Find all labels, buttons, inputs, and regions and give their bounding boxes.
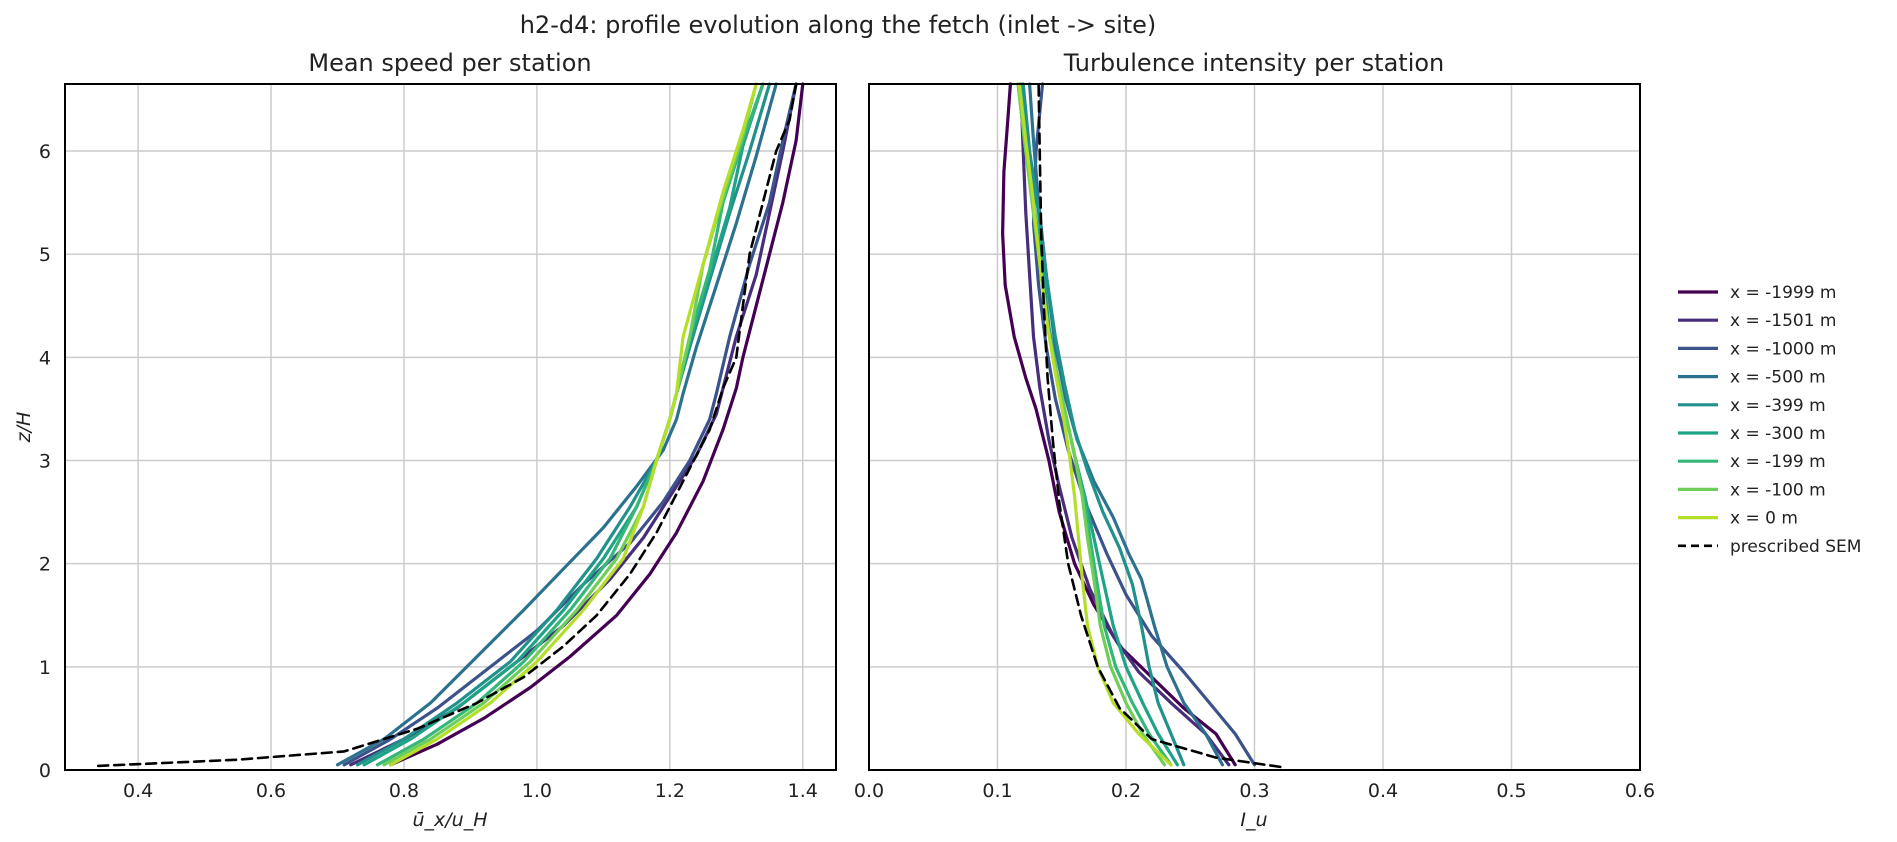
- legend-entry-x-0-m: x = 0 m: [1678, 509, 1798, 529]
- legend-entry-x-300-m: x = -300 m: [1678, 424, 1826, 444]
- legend-entry-x-1000-m: x = -1000 m: [1678, 339, 1836, 359]
- mean-speed-line-x-1999-m: [389, 82, 805, 767]
- mean-speed-ytick-label: 5: [39, 244, 51, 266]
- turbulence-xtick-label: 0.5: [1496, 780, 1526, 802]
- legend-label: x = -100 m: [1730, 480, 1826, 500]
- mean-speed-ylabel: z/H: [13, 412, 35, 444]
- mean-speed-ytick-label: 1: [39, 657, 51, 679]
- mean-speed-ytick-label: 2: [39, 554, 51, 576]
- mean-speed-title: Mean speed per station: [308, 49, 591, 77]
- legend-entry-x-100-m: x = -100 m: [1678, 480, 1826, 500]
- turbulence-panel: Turbulence intensity per station 0.0 0.1 0…: [854, 49, 1655, 831]
- turbulence-line-x-0-m: [1017, 82, 1173, 767]
- turbulence-line-prescribed-sem: [1037, 82, 1282, 769]
- legend-entry-x-399-m: x = -399 m: [1678, 396, 1826, 416]
- mean-speed-line-x-500-m: [335, 82, 778, 767]
- mean-speed-xtick-label: 0.8: [389, 780, 419, 802]
- mean-speed-line-x-0-m: [389, 82, 758, 767]
- legend-label: x = -300 m: [1730, 424, 1826, 444]
- mean-speed-ytick-label: 6: [39, 141, 51, 163]
- turbulence-xtick-label: 0.3: [1239, 780, 1269, 802]
- mean-speed-line-x-1000-m: [342, 82, 798, 767]
- legend-label: x = -500 m: [1730, 368, 1826, 388]
- mean-speed-line-prescribed-sem: [96, 82, 798, 768]
- turbulence-series: [1000, 82, 1282, 769]
- legend: x = -1999 m x = -1501 m x = -1000 m x = -50…: [1678, 283, 1861, 557]
- legend-label: x = -1000 m: [1730, 339, 1836, 359]
- turbulence-xtick-label: 0.1: [982, 780, 1012, 802]
- mean-speed-xtick-label: 1.0: [522, 780, 552, 802]
- turbulence-line-x-1999-m: [1000, 82, 1237, 767]
- turbulence-axes-frame: [868, 83, 1641, 771]
- mean-speed-xtick-label: 0.4: [123, 780, 153, 802]
- mean-speed-xtick-label: 0.6: [256, 780, 286, 802]
- mean-speed-ytick-label: 3: [39, 451, 51, 473]
- mean-speed-xlabel: ū_x/u_H: [412, 809, 487, 831]
- legend-entry-x-199-m: x = -199 m: [1678, 452, 1826, 472]
- turbulence-xtick-label: 0.6: [1625, 780, 1655, 802]
- turbulence-xtick-label: 0.4: [1368, 780, 1398, 802]
- legend-label: x = 0 m: [1730, 509, 1798, 529]
- legend-label: x = -199 m: [1730, 452, 1826, 472]
- turbulence-xtick-label: 0.0: [854, 780, 884, 802]
- legend-entry-x-1501-m: x = -1501 m: [1678, 311, 1836, 331]
- mean-speed-ticks: 0.4 0.6 0.8 1.0 1.2 1.4 0 1 2 3 4 5 6: [39, 141, 818, 802]
- legend-label: prescribed SEM: [1730, 537, 1861, 557]
- mean-speed-grid: [65, 84, 836, 771]
- legend-label: x = -399 m: [1730, 396, 1826, 416]
- mean-speed-ytick-label: 4: [39, 347, 51, 369]
- legend-entry-prescribed-sem: prescribed SEM: [1678, 537, 1861, 557]
- mean-speed-xtick-label: 1.2: [655, 780, 685, 802]
- mean-speed-panel: Mean speed per station 0.4 0.6 0.8 1.0 1.2 1.…: [13, 49, 837, 831]
- mean-speed-ytick-label: 0: [39, 760, 51, 782]
- turbulence-ticks: 0.0 0.1 0.2 0.3 0.4 0.5 0.6: [854, 780, 1655, 802]
- figure-suptitle: h2-d4: profile evolution along the fetch…: [520, 11, 1157, 39]
- legend-label: x = -1501 m: [1730, 311, 1836, 331]
- legend-entry-x-1999-m: x = -1999 m: [1678, 283, 1836, 303]
- mean-speed-axes-frame: [64, 83, 837, 771]
- legend-label: x = -1999 m: [1730, 283, 1836, 303]
- turbulence-line-x-1501-m: [1018, 82, 1231, 767]
- mean-speed-xtick-label: 1.4: [788, 780, 818, 802]
- mean-speed-series: [96, 82, 805, 768]
- turbulence-line-x-399-m: [1021, 82, 1186, 767]
- turbulence-xtick-label: 0.2: [1111, 780, 1141, 802]
- turbulence-xlabel: I_u: [1240, 809, 1267, 831]
- turbulence-title: Turbulence intensity per station: [1063, 49, 1445, 77]
- legend-entry-x-500-m: x = -500 m: [1678, 368, 1826, 388]
